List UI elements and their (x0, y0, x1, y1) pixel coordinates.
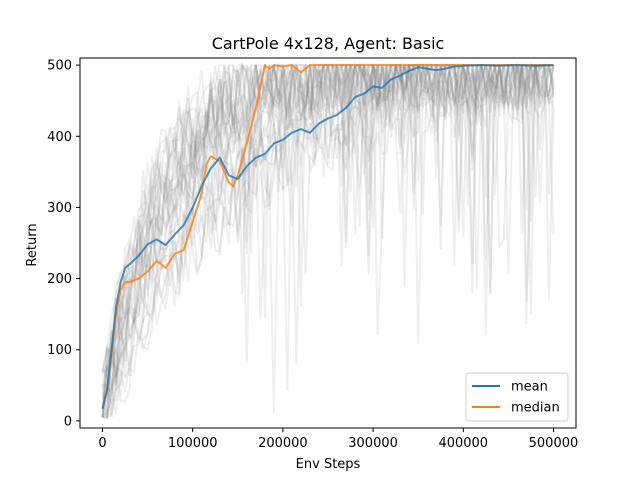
x-tick-label: 500000 (529, 436, 579, 451)
chart-title: CartPole 4x128, Agent: Basic (212, 34, 445, 53)
run-line (101, 61, 555, 391)
run-line (101, 61, 554, 404)
median-legend-label: median (511, 401, 560, 416)
run-line (101, 61, 555, 379)
run-line (101, 64, 555, 418)
run-line (101, 61, 555, 389)
run-line (101, 61, 554, 373)
y-tick-label: 300 (47, 201, 72, 216)
y-axis-ticks: 0 100 200 300 400 500 (47, 59, 80, 429)
run-line (101, 64, 554, 418)
x-tick-label: 400000 (438, 436, 488, 451)
series-lines (101, 64, 554, 410)
run-line (101, 61, 555, 379)
y-tick-label: 100 (47, 343, 72, 358)
run-line (102, 61, 555, 419)
run-line (101, 61, 555, 418)
y-axis-title: Return (25, 223, 40, 266)
y-tick-label: 400 (47, 130, 72, 145)
run-line (101, 62, 554, 394)
plot-frame (79, 57, 577, 429)
x-tick-label: 0 (98, 436, 106, 451)
y-tick-label: 500 (47, 59, 72, 74)
run-line (101, 63, 554, 418)
mean-line (101, 64, 554, 410)
x-tick-label: 100000 (168, 436, 218, 451)
legend: mean median (465, 372, 569, 422)
median-line (101, 64, 554, 410)
x-tick-label: 200000 (258, 436, 308, 451)
x-tick-label: 300000 (348, 436, 398, 451)
x-axis-title: Env Steps (296, 457, 361, 472)
run-line (101, 62, 555, 418)
x-axis-ticks: 0 100000 200000 300000 400000 500000 (98, 428, 578, 451)
y-tick-label: 200 (47, 272, 72, 287)
run-line (101, 64, 555, 418)
run-line (102, 62, 555, 419)
y-tick-label: 0 (64, 414, 72, 429)
mean-legend-label: mean (511, 380, 548, 395)
run-line (101, 61, 555, 418)
